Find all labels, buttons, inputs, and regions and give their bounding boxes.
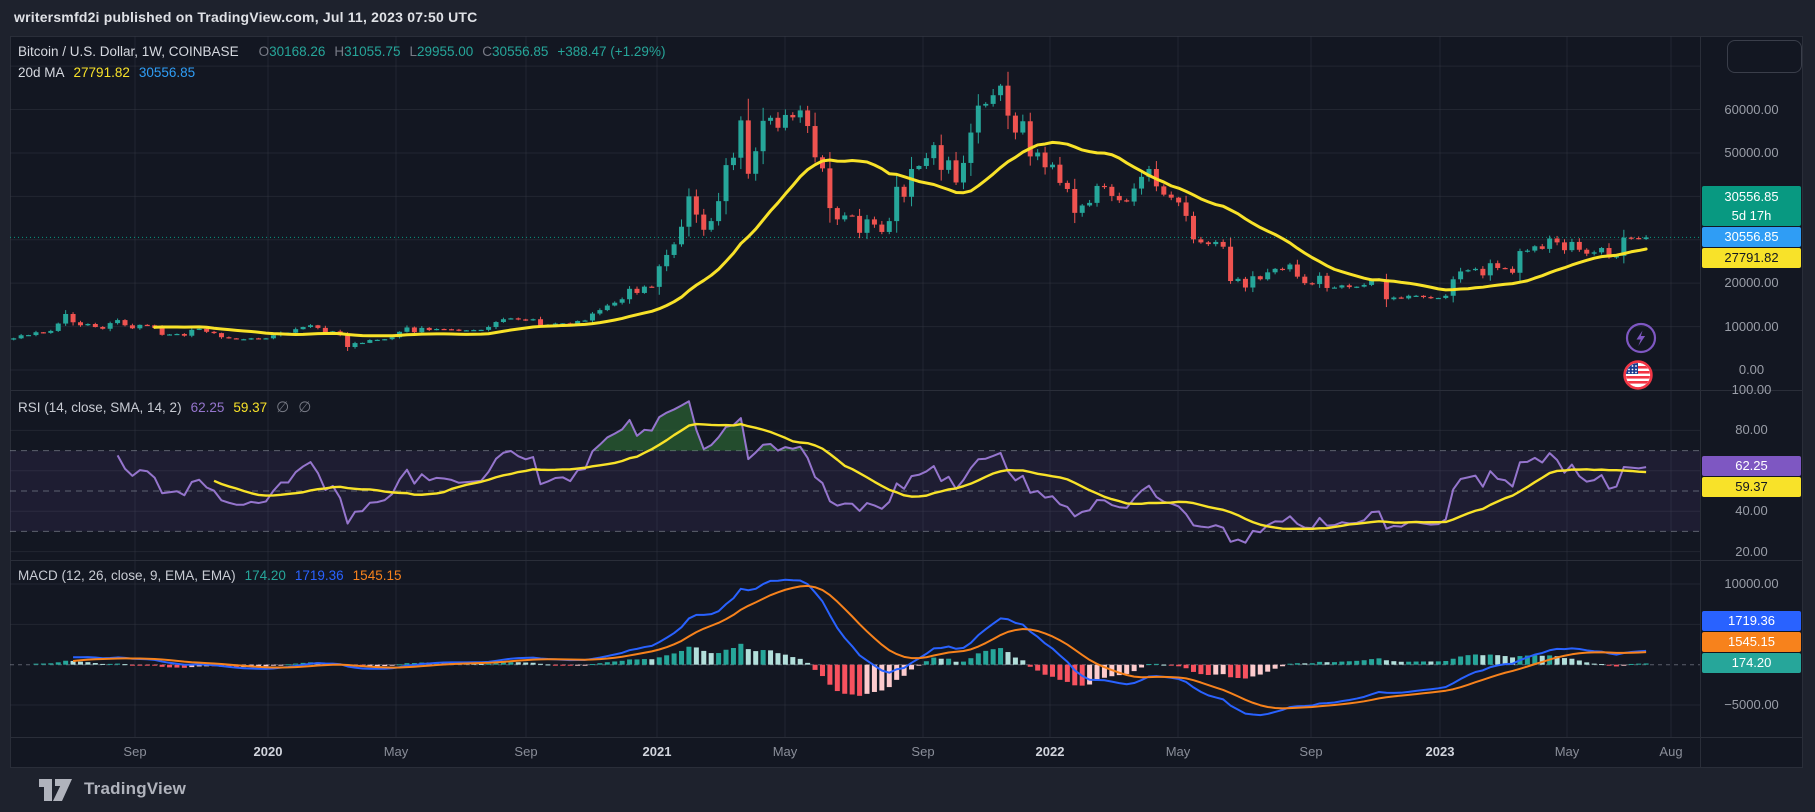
time-axis-label: Aug [1659,744,1683,759]
macd-hist-badge: 174.20 [1702,653,1801,674]
change-value: +388.47 (+1.29%) [557,44,666,59]
macd-signal-badge: 1545.15 [1702,632,1801,653]
time-axis-label: May [1165,744,1191,759]
macd-pane[interactable] [0,561,1700,737]
ma-price-value: 30556.85 [138,65,196,80]
high-value: 31055.75 [344,44,401,59]
chart-area[interactable] [10,36,1803,768]
axis-label: 0.00 [1738,362,1765,377]
axis-label: 20.00 [1735,543,1768,559]
bar-countdown: 5d 17h [1731,208,1772,224]
symbol-title[interactable]: Bitcoin / U.S. Dollar, 1W, COINBASE [18,44,239,59]
axis-label: 40.00 [1735,503,1768,519]
rsi-sma-value: 59.37 [233,399,268,415]
time-axis-label: 2021 [642,744,672,759]
axis-label: 50000.00 [1724,144,1779,160]
time-axis-label: Sep [1299,744,1323,759]
time-axis-label: May [1554,744,1580,759]
rsi-pane[interactable] [0,391,1700,560]
macd-value: 1719.36 [294,568,344,583]
time-axis-label: 2022 [1035,744,1065,759]
symbol-legend[interactable]: Bitcoin / U.S. Dollar, 1W, COINBASE O301… [18,44,666,59]
rsi-value: 62.25 [190,399,225,415]
low-value: 29955.00 [416,44,474,59]
published-bar: writersmfd2i published on TradingView.co… [0,0,1815,36]
axis-label: 60000.00 [1724,101,1779,117]
ma-legend[interactable]: 20d MA 27791.82 30556.85 [18,65,195,80]
time-axis-label: Sep [123,744,147,759]
empty-set-icon: ∅ [298,399,312,416]
macd-line-badge: 1719.36 [1702,611,1801,632]
tradingview-mark-icon[interactable] [38,778,74,803]
rsi-legend[interactable]: RSI (14, close, SMA, 14, 2) 62.25 59.37 … [18,398,311,416]
time-axis-border [10,737,1803,738]
macd-label[interactable]: MACD (12, 26, close, 9, EMA, EMA) [18,568,236,583]
axis-label: 10000.00 [1724,576,1779,591]
time-axis-label: 2020 [253,744,283,759]
time-axis-label: Sep [514,744,538,759]
rsi-badge: 62.25 [1702,456,1801,477]
macd-hist-value: 174.20 [244,568,286,583]
rsi-label[interactable]: RSI (14, close, SMA, 14, 2) [18,399,182,415]
axis-label: −5000.00 [1724,697,1779,713]
ma-label[interactable]: 20d MA [18,65,65,80]
time-axis-label: Sep [911,744,935,759]
pane-divider-main-rsi[interactable] [10,390,1803,391]
empty-set-icon: ∅ [276,399,290,416]
time-axis-label: May [383,744,409,759]
published-text: writersmfd2i published on TradingView.co… [14,9,478,25]
ma-value: 27791.82 [73,65,130,80]
snapshot-logo-placeholder-button[interactable] [1727,40,1802,73]
last-price-badge: 30556.85 [1702,227,1801,248]
open-value: 30168.26 [269,44,326,59]
macd-legend[interactable]: MACD (12, 26, close, 9, EMA, EMA) 174.20… [18,568,401,583]
ma-price-badge: 27791.82 [1702,248,1801,269]
last-price-countdown-badge: 30556.85 5d 17h [1702,186,1801,227]
macd-signal-value: 1545.15 [352,568,402,583]
footer-bar: TradingView [0,768,1815,812]
time-axis-label: 2023 [1425,744,1455,759]
rsi-sma-badge: 59.37 [1702,477,1801,498]
axis-label: 10000.00 [1724,318,1779,334]
main-price-pane[interactable] [0,36,1700,390]
lightning-bolt-icon[interactable] [1624,321,1658,355]
close-value: 30556.85 [492,44,549,59]
us-flag-icon[interactable] [1621,358,1655,392]
axis-label: 100.00 [1731,382,1772,397]
axis-label: 80.00 [1735,422,1768,438]
pane-divider-rsi-macd[interactable] [10,560,1803,561]
axis-label: 20000.00 [1724,275,1779,291]
price-axis-border [1700,36,1701,768]
time-axis-label: May [772,744,798,759]
tradingview-brand[interactable]: TradingView [84,779,187,798]
